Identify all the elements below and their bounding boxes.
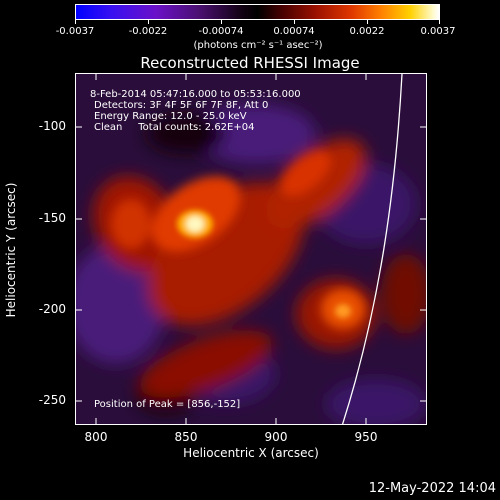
y-tick-label: -200 <box>38 302 66 316</box>
y-tick-label: -250 <box>38 393 66 407</box>
y-tick-label: -150 <box>38 211 66 225</box>
detectors-label: Detectors: 3F 4F 5F 6F 7F 8F, Att 0 <box>94 100 269 111</box>
x-axis-label: Heliocentric X (arcsec) <box>183 446 319 460</box>
time-range-label: 8-Feb-2014 05:47:16.000 to 05:53:16.000 <box>90 89 301 100</box>
colorbar-tick-label: -0.00074 <box>198 26 244 37</box>
x-tick-label: 800 <box>84 430 108 444</box>
colorbar <box>75 4 440 20</box>
colorbar-tick-label: 0.00074 <box>273 26 315 37</box>
x-tick-label: 900 <box>264 430 288 444</box>
colorbar-tick-label: -0.0022 <box>128 26 168 37</box>
heatmap-image <box>76 74 426 424</box>
clean-counts-label: Clean Total counts: 2.62E+04 <box>94 122 255 133</box>
colorbar-tick-label: 0.0022 <box>349 26 385 37</box>
colorbar-ticks <box>75 19 440 26</box>
peak-position-label: Position of Peak = [856,-152] <box>94 399 241 410</box>
colorbar-tick-label: 0.0037 <box>420 26 456 37</box>
image-plot: 8-Feb-2014 05:47:16.000 to 05:53:16.000 … <box>75 73 427 425</box>
energy-range-label: Energy Range: 12.0 - 25.0 keV <box>94 111 247 122</box>
y-tick-label: -100 <box>38 119 66 133</box>
generated-date: 12-May-2022 14:04 <box>368 481 496 496</box>
y-axis-label: Heliocentric Y (arcsec) <box>4 182 18 318</box>
colorbar-units: (photons cm⁻² s⁻¹ asec⁻²) <box>193 40 323 51</box>
plot-title: Reconstructed RHESSI Image <box>140 54 360 72</box>
colorbar-tick-label: -0.0037 <box>55 26 95 37</box>
x-tick-label: 950 <box>354 430 378 444</box>
x-tick-label: 850 <box>174 430 198 444</box>
